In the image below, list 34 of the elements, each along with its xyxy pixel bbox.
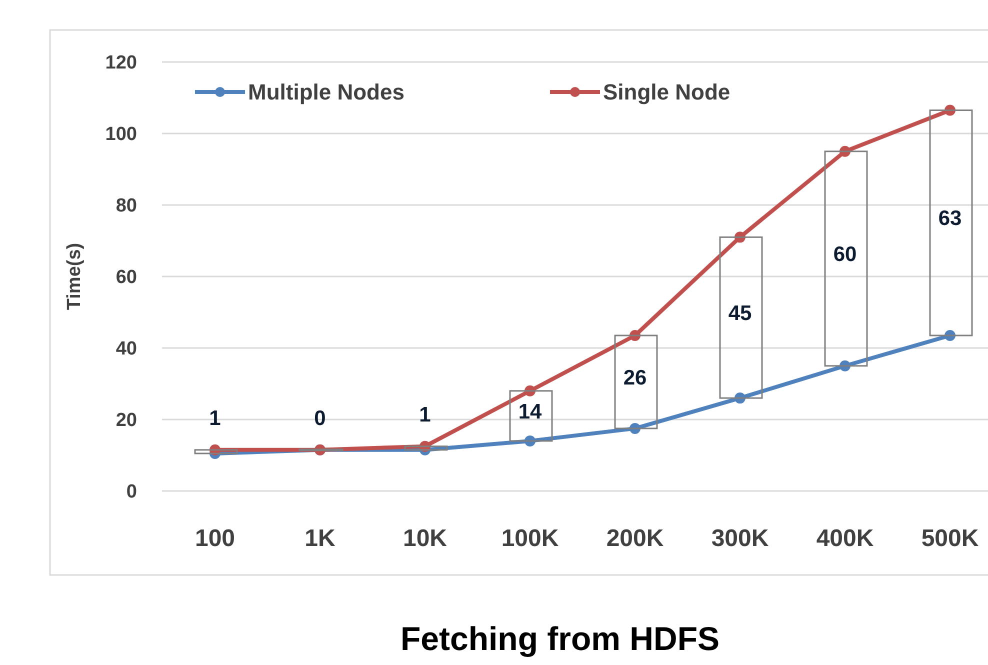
text: Fetching from HDFS <box>400 620 720 657</box>
bar <box>929 110 973 336</box>
data-label: 0 <box>314 407 326 430</box>
bar <box>404 446 448 451</box>
y-tick-label: 100 <box>105 124 137 146</box>
y-tick-label: 0 <box>126 482 137 503</box>
x-tick-label: 400K <box>816 525 874 552</box>
data-label: 1 <box>419 404 432 427</box>
data-label: 60 <box>833 242 857 266</box>
y-tick-label: 20 <box>116 410 137 432</box>
x-tick-label: 100K <box>501 525 560 552</box>
x-tick-label: 300K <box>711 525 770 552</box>
data-label: 1 <box>209 407 222 430</box>
data-label: 63 <box>938 207 962 230</box>
x-tick-label: 10K <box>402 525 448 552</box>
bar <box>194 449 238 454</box>
x-tick-label: 100 <box>194 525 236 552</box>
legend-label: Single Node <box>603 80 730 105</box>
bar <box>614 334 658 430</box>
y-tick-label: 60 <box>116 267 137 288</box>
data-label: 26 <box>623 366 647 390</box>
bar <box>719 236 763 399</box>
y-tick-label: 40 <box>116 338 137 360</box>
x-tick-label: 200K <box>606 525 664 552</box>
data-label: 45 <box>728 302 752 325</box>
x-tick-label: 500K <box>921 525 980 552</box>
y-axis-title: Time(s) <box>64 242 85 310</box>
x-tick-label: 1K <box>304 525 336 552</box>
legend-label: Multiple Nodes <box>248 80 404 105</box>
data-label: 14 <box>518 400 542 424</box>
y-tick-label: 120 <box>105 52 137 74</box>
y-tick-label: 80 <box>116 196 137 217</box>
bar <box>824 150 868 367</box>
bar <box>509 390 553 442</box>
